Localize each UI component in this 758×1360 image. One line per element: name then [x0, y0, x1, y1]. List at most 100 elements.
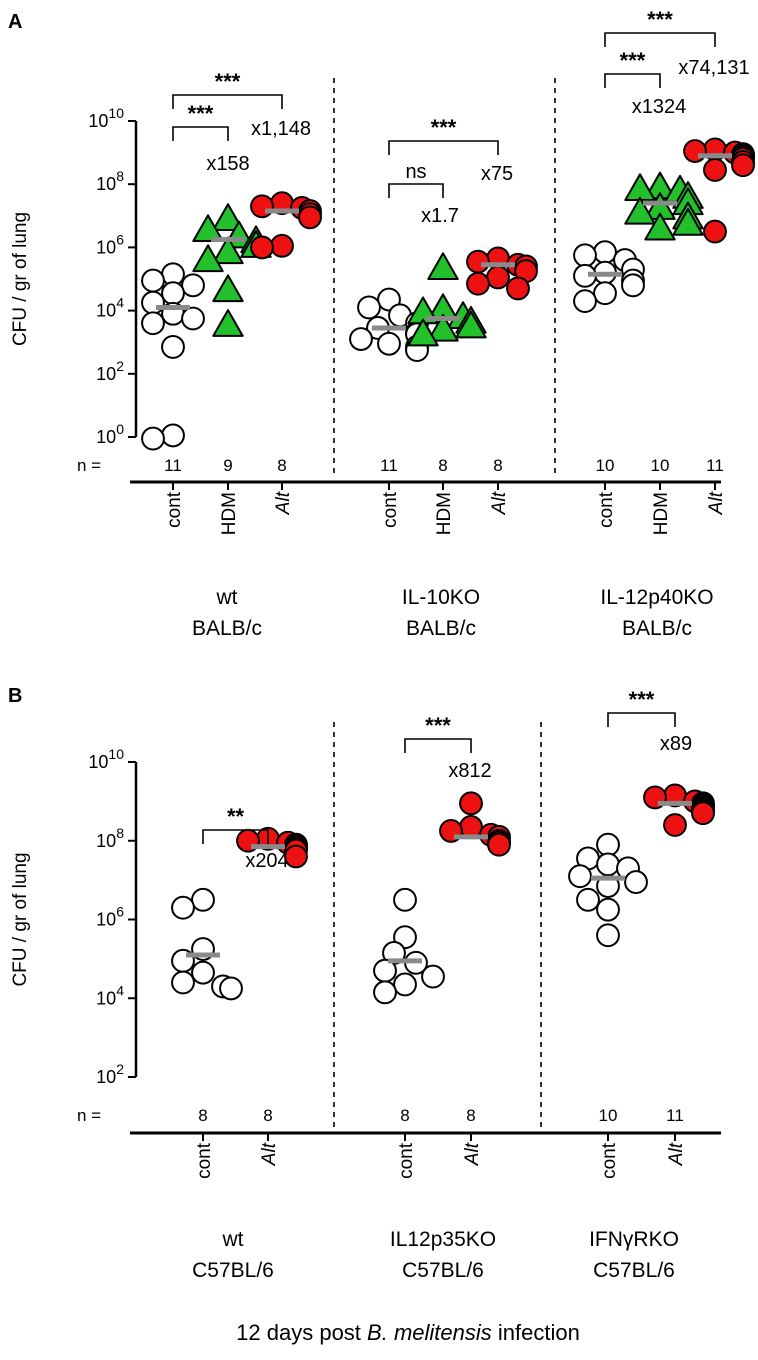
- data-point-circle: [421, 964, 445, 989]
- y-tick-base: 10: [96, 237, 116, 257]
- significance-label: ***: [647, 7, 673, 32]
- y-tick-exp: 10: [108, 746, 124, 762]
- significance-bracket: [172, 126, 229, 141]
- group-label-background: BALB/c: [406, 617, 476, 640]
- data-point-circle: [373, 980, 397, 1005]
- data-point-circle: [181, 306, 205, 331]
- n-label: n =: [77, 456, 101, 475]
- data-point-circle: [593, 240, 617, 265]
- condition-label: cont: [396, 1142, 417, 1179]
- significance-label: ***: [620, 48, 646, 73]
- data-point-circle: [161, 423, 185, 448]
- fold-change-label: x75: [481, 163, 513, 185]
- condition-label: cont: [596, 491, 617, 528]
- fold-change-label: x1324: [632, 96, 687, 118]
- significance-bracket: [607, 712, 676, 727]
- condition-label: Alt: [259, 1142, 280, 1166]
- significance-bracket: [604, 32, 716, 47]
- n-value: 10: [596, 456, 615, 475]
- group-label-strain: IL12p35KO: [390, 1228, 496, 1251]
- panel-letter: B: [8, 685, 22, 707]
- condition-label: Alt: [489, 491, 510, 515]
- data-point-circle: [487, 832, 511, 857]
- y-tick-base: 10: [96, 1067, 116, 1087]
- n-value: 8: [466, 1106, 475, 1125]
- group-label-background: C57BL/6: [593, 1259, 675, 1282]
- strain-group: IL-10KO BALB/c 11 cont 8 HDM 8 Alt ns x1.7 *** x75: [349, 115, 538, 640]
- data-point-circle: [596, 852, 620, 877]
- data-point-circle: [691, 801, 715, 826]
- data-point-circle: [593, 281, 617, 306]
- group-label-background: C57BL/6: [192, 1259, 274, 1282]
- y-tick-exp: 0: [116, 421, 124, 437]
- data-point-triangle: [212, 309, 244, 337]
- significance-bracket: [202, 829, 269, 844]
- data-point-circle: [663, 813, 687, 837]
- y-tick-label: 102: [96, 1061, 124, 1087]
- condition-label: cont: [194, 1142, 215, 1179]
- data-point-triangle: [624, 196, 656, 225]
- y-tick-exp: 10: [108, 105, 124, 121]
- significance-label: ***: [425, 713, 451, 738]
- y-tick-label: 106: [96, 231, 124, 257]
- y-tick-base: 10: [96, 988, 116, 1008]
- group-label-strain: IL-10KO: [402, 586, 480, 609]
- condition-label: Alt: [462, 1142, 483, 1166]
- fold-change-label: x89: [660, 733, 692, 755]
- y-tick-base: 10: [96, 910, 116, 930]
- y-tick-label: 106: [96, 904, 124, 930]
- n-value: 8: [263, 1106, 272, 1125]
- data-point-circle: [171, 970, 195, 995]
- data-point-triangle: [192, 214, 224, 243]
- significance-label: **: [227, 804, 245, 829]
- data-point-circle: [621, 273, 645, 298]
- y-tick-exp: 6: [116, 231, 124, 247]
- fold-change-label: x158: [206, 153, 249, 175]
- data-point-circle: [393, 887, 417, 912]
- condition-label: cont: [599, 1142, 620, 1179]
- y-tick-exp: 6: [116, 904, 124, 920]
- y-tick-label: 108: [96, 825, 124, 851]
- significance-label: ***: [188, 101, 214, 126]
- group-label-background: C57BL/6: [402, 1259, 484, 1282]
- y-tick-base: 10: [88, 111, 108, 131]
- data-point-triangle: [427, 252, 459, 280]
- data-point-circle: [377, 331, 401, 356]
- n-value: 11: [380, 456, 398, 475]
- fold-change-label: x1,148: [251, 118, 311, 140]
- significance-bracket: [604, 73, 661, 88]
- y-tick-label: 1010: [88, 746, 124, 772]
- data-point-triangle: [212, 274, 244, 303]
- group-label-background: BALB/c: [192, 617, 262, 640]
- group-label-strain: wt: [216, 586, 238, 609]
- data-point-triangle: [427, 313, 459, 342]
- data-point-triangle: [212, 236, 244, 265]
- condition-label: HDM: [651, 492, 672, 535]
- data-point-circle: [731, 153, 755, 178]
- data-point-circle: [357, 295, 381, 320]
- strain-group: IFNγRKO C57BL/6 10 cont 11 Alt ***x89: [568, 687, 715, 1282]
- n-label: n =: [77, 1106, 101, 1125]
- data-point-circle: [466, 249, 490, 274]
- data-point-circle: [576, 887, 600, 912]
- n-value: 10: [651, 456, 670, 475]
- significance-label: ***: [629, 687, 655, 712]
- y-tick-exp: 2: [116, 358, 124, 374]
- footer-prefix: 12 days post: [236, 1320, 367, 1345]
- data-point-triangle: [455, 310, 487, 339]
- data-point-triangle: [624, 173, 656, 201]
- n-value: 8: [198, 1106, 207, 1125]
- group-label-background: BALB/c: [622, 617, 692, 640]
- data-point-circle: [596, 832, 620, 857]
- y-tick-exp: 4: [116, 982, 124, 998]
- y-tick-label: 1010: [88, 105, 124, 131]
- n-value: 8: [400, 1106, 409, 1125]
- y-tick-base: 10: [96, 301, 116, 321]
- data-point-circle: [624, 870, 648, 895]
- significance-bracket: [404, 738, 472, 753]
- data-point-circle: [270, 233, 294, 258]
- y-tick-base: 10: [96, 174, 116, 194]
- y-tick-label: 102: [96, 358, 124, 384]
- data-point-circle: [703, 219, 727, 244]
